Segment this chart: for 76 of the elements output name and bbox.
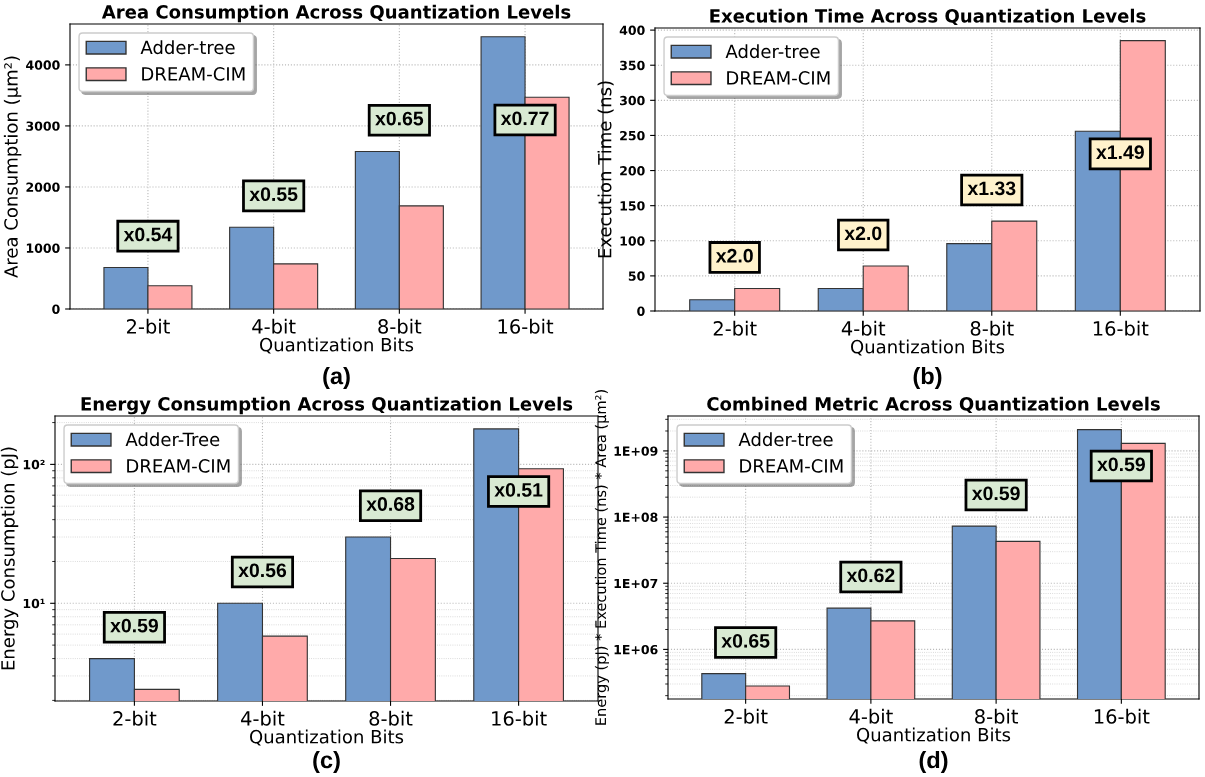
y-tick-label: 150 [620,201,645,211]
y-tick-label: 0 [637,306,645,316]
chart-title: Execution Time Across Quantization Levels [710,8,1146,26]
x-tick-label: 8-bit [970,320,1014,336]
y-tick-label: 100 [620,236,645,246]
annotation: x0.65 [721,633,770,648]
legend-label: DREAM-CIM [142,67,245,81]
x-tick-label: 2-bit [713,320,757,336]
x-tick-label: 4-bit [252,318,296,334]
y-tick-label: 50 [628,271,645,281]
chart-title: Area Consumption Across Quantization Levels [101,4,571,23]
y-axis-title: Execution Time (ns) [597,81,614,258]
legend-label: Adder-tree [140,40,235,55]
x-tick-label: 2-bit [126,318,170,334]
annotation: x0.54 [123,227,173,242]
text: (b) [913,366,942,389]
x-tick-label: 2-bit [724,708,768,724]
annotation: x0.56 [238,563,287,578]
text: (a) [323,366,350,389]
chart-title: Energy Consumption Across Quantization Levels [81,396,573,415]
x-axis-title: Quantization Bits [857,727,1011,744]
x-tick-label: 4-bit [241,710,285,726]
y-tick-label: 400 [619,25,645,36]
x-tick-label: 16-bit [1093,320,1149,336]
legend-label: DREAM-CIM [127,459,230,473]
chart-title: Combined Metric Across Quantization Levels [707,396,1160,414]
legend-label: DREAM-CIM [740,459,843,473]
annotation: x0.51 [494,483,543,497]
legend-label: Adder-Tree [125,432,220,447]
y-tick-label: 10² [23,459,45,470]
y-tick-label: 1E+07 [614,578,658,589]
text: (d) [919,750,948,774]
y-tick-label: 200 [620,166,645,176]
x-tick-label: 16-bit [1094,708,1150,724]
annotation: x0.62 [846,568,895,583]
x-tick-label: 8-bit [975,708,1019,724]
x-tick-label: 16-bit [498,318,554,334]
y-tick-label: 350 [620,60,645,71]
annotation: x0.77 [500,111,549,126]
annotation: x0.59 [1097,457,1145,472]
y-tick-label: 250 [620,130,645,141]
legend-label: Adder-tree [738,432,833,447]
annotation: x2.0 [844,226,882,241]
x-tick-label: 4-bit [849,708,893,724]
x-tick-label: 4-bit [841,320,886,336]
y-tick-label: 3000 [26,121,60,131]
legend-label: DREAM-CIM [727,71,830,85]
y-tick-label: 1E+08 [614,512,658,522]
y-tick-label: 10¹ [23,598,45,609]
annotation: x0.55 [249,187,298,202]
x-tick-label: 8-bit [378,318,422,334]
x-tick-label: 8-bit [369,710,413,726]
y-tick-label: 2000 [26,182,60,192]
x-tick-label: 16-bit [492,710,547,726]
y-axis-title: Energy (pJ) * Execution Time (ns) * Area (µm²) [594,390,610,725]
x-axis-title: Quantization Bits [851,339,1005,356]
annotation: x0.59 [110,618,159,633]
legend-label: Adder-tree [725,44,820,59]
x-axis-title: Quantization Bits [260,337,414,354]
text: (c) [313,750,340,774]
x-tick-label: 2-bit [113,710,157,726]
y-axis-title: Energy Consumption (pJ) [0,447,19,670]
annotation: x0.68 [366,497,415,511]
x-axis-title: Quantization Bits [250,729,404,746]
y-axis-title: Area Consumption (µm²) [3,56,22,278]
annotation: x2.0 [715,248,753,263]
annotation: x1.49 [1096,145,1144,160]
y-tick-label: 1E+09 [614,446,658,456]
y-tick-label: 1000 [26,243,60,253]
annotation: x1.33 [967,181,1016,196]
y-tick-label: 0 [52,304,60,314]
annotation: x0.65 [375,111,424,126]
annotation: x0.59 [971,486,1020,501]
y-tick-label: 4000 [26,60,60,70]
y-tick-label: 1E+06 [614,644,658,655]
y-tick-label: 300 [620,95,645,106]
